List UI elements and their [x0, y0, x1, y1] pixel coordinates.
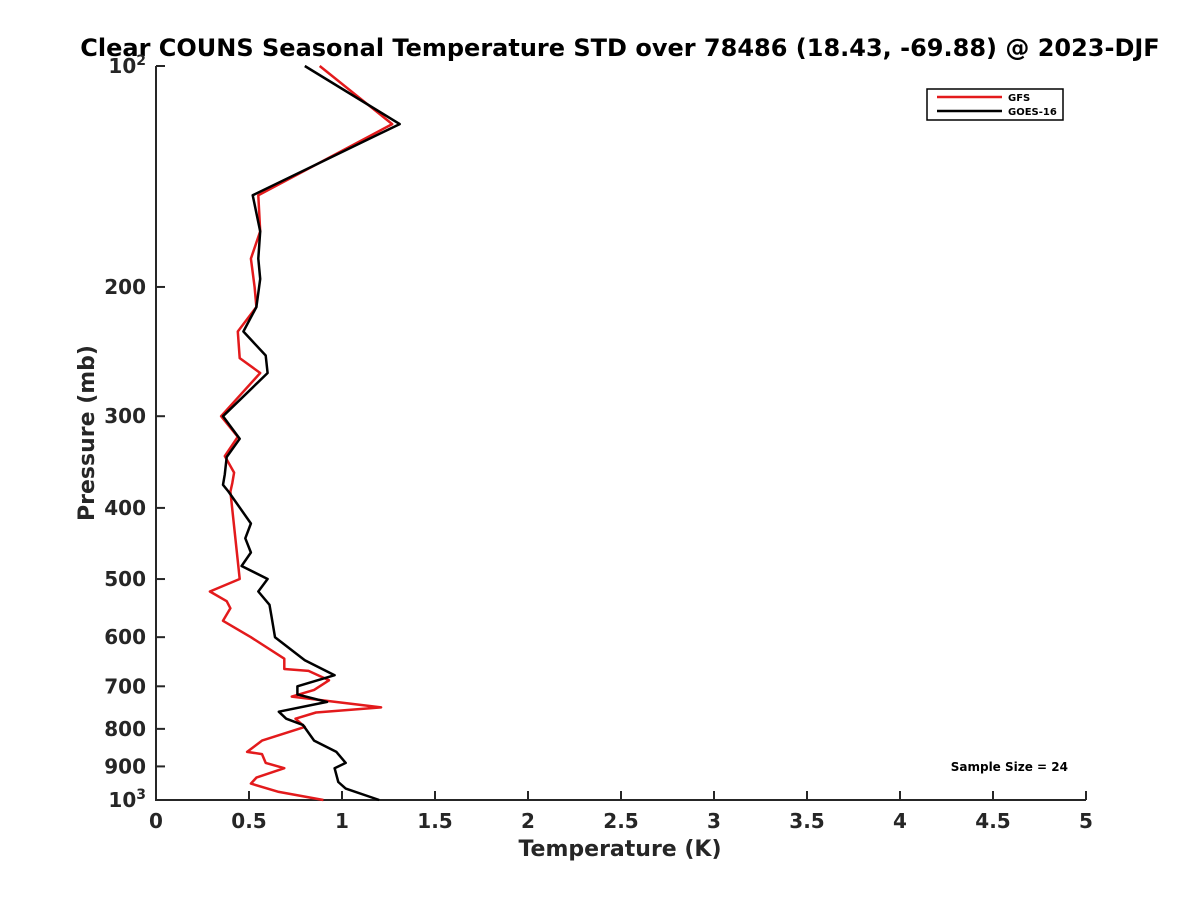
sample-size-annotation: Sample Size = 24 — [951, 760, 1068, 774]
y-tick-label-base: 10 — [108, 54, 136, 78]
legend-label-goes-16: GOES-16 — [1008, 107, 1057, 118]
series-line-gfs — [208, 65, 394, 802]
x-ticks: 0 0.5 1 1.5 2 2.5 3 3.5 4 4.5 5 — [149, 791, 1093, 833]
y-axis-label: Pressure (mb) — [75, 345, 100, 521]
x-tick-label: 4.5 — [975, 809, 1010, 833]
plot-area: 0 0.5 1 1.5 2 2.5 3 3.5 4 4.5 5 102200300400500600… — [104, 53, 1093, 833]
y-tick-label-base: 10 — [108, 788, 136, 812]
y-tick-label: 300 — [104, 404, 146, 428]
y-tick-label: 900 — [104, 754, 146, 778]
y-tick-label: 200 — [104, 275, 146, 299]
y-tick-label: 600 — [104, 625, 146, 649]
series-lines — [208, 64, 401, 802]
x-tick-label: 5 — [1079, 809, 1093, 833]
series-line-goes-16 — [221, 64, 401, 802]
y-tick-label: 103 — [108, 787, 146, 812]
legend: GFS GOES-16 — [926, 88, 1064, 121]
legend-label-gfs: GFS — [1008, 93, 1030, 104]
x-tick-label: 1.5 — [417, 809, 452, 833]
x-tick-label: 2 — [521, 809, 535, 833]
x-axis-label: Temperature (K) — [518, 837, 721, 862]
y-tick-label-exponent: 3 — [136, 787, 146, 803]
y-tick-label: 500 — [104, 567, 146, 591]
y-tick-label: 102 — [108, 53, 146, 78]
y-tick-label-exponent: 2 — [136, 53, 146, 69]
y-tick-label: 800 — [104, 717, 146, 741]
x-tick-label: 3 — [707, 809, 721, 833]
x-tick-label: 4 — [893, 809, 907, 833]
y-tick-label: 700 — [104, 674, 146, 698]
chart-title: Clear COUNS Seasonal Temperature STD ove… — [80, 34, 1159, 62]
x-tick-label: 3.5 — [789, 809, 824, 833]
y-tick-label: 400 — [104, 496, 146, 520]
x-tick-label: 1 — [335, 809, 349, 833]
x-tick-label: 0 — [149, 809, 163, 833]
x-tick-label: 2.5 — [603, 809, 638, 833]
x-tick-label: 0.5 — [231, 809, 266, 833]
legend-box — [926, 88, 1064, 121]
